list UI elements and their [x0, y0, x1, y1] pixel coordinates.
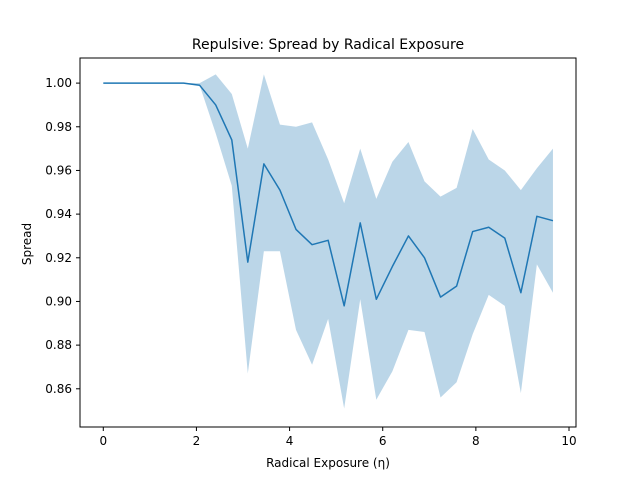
data-point	[391, 265, 394, 268]
y-tick-label: 0.86	[45, 382, 72, 396]
data-point	[359, 221, 362, 224]
data-point	[503, 237, 506, 240]
chart-title: Repulsive: Spread by Radical Exposure	[192, 37, 464, 53]
data-point	[407, 234, 410, 237]
y-tick-label: 0.88	[45, 338, 72, 352]
x-tick-label: 8	[472, 434, 480, 448]
y-tick-label: 1.00	[45, 76, 72, 90]
series-line	[103, 82, 554, 307]
data-point	[295, 228, 298, 231]
data-point	[471, 230, 474, 233]
x-tick-label: 4	[286, 434, 294, 448]
data-point	[134, 82, 137, 85]
data-point	[246, 261, 249, 264]
data-point	[487, 226, 490, 229]
y-tick-label: 0.98	[45, 120, 72, 134]
y-tick-label: 0.94	[45, 207, 72, 221]
data-point	[455, 285, 458, 288]
data-point	[198, 84, 201, 87]
data-point	[150, 82, 153, 85]
data-point	[182, 82, 185, 85]
y-tick-label: 0.96	[45, 163, 72, 177]
data-point	[102, 82, 105, 85]
axes-layer: 0 2 4 6 8 10 0.86 0.88 0.90 0.92 0.94 0.96 0.98 1.00	[45, 57, 577, 448]
data-point	[278, 189, 281, 192]
data-point	[375, 298, 378, 301]
series-line-layer	[102, 82, 554, 307]
y-tick-label: 0.90	[45, 294, 72, 308]
plot-frame	[79, 57, 577, 428]
x-tick-label: 6	[379, 434, 387, 448]
x-tick-label: 10	[561, 434, 576, 448]
data-point	[551, 219, 554, 222]
x-tick-label: 2	[193, 434, 201, 448]
data-point	[343, 304, 346, 307]
x-tick-label: 0	[99, 434, 107, 448]
data-point	[535, 215, 538, 218]
y-axis-label: Spread	[20, 223, 34, 265]
data-point	[166, 82, 169, 85]
data-point	[439, 296, 442, 299]
data-point	[519, 291, 522, 294]
y-tick-label: 0.92	[45, 251, 72, 265]
data-point	[214, 103, 217, 106]
data-point	[262, 162, 265, 165]
data-point	[311, 243, 314, 246]
x-axis-label: Radical Exposure (η)	[266, 456, 390, 470]
data-point	[118, 82, 121, 85]
data-point	[230, 138, 233, 141]
data-point	[423, 256, 426, 259]
data-point	[327, 239, 330, 242]
